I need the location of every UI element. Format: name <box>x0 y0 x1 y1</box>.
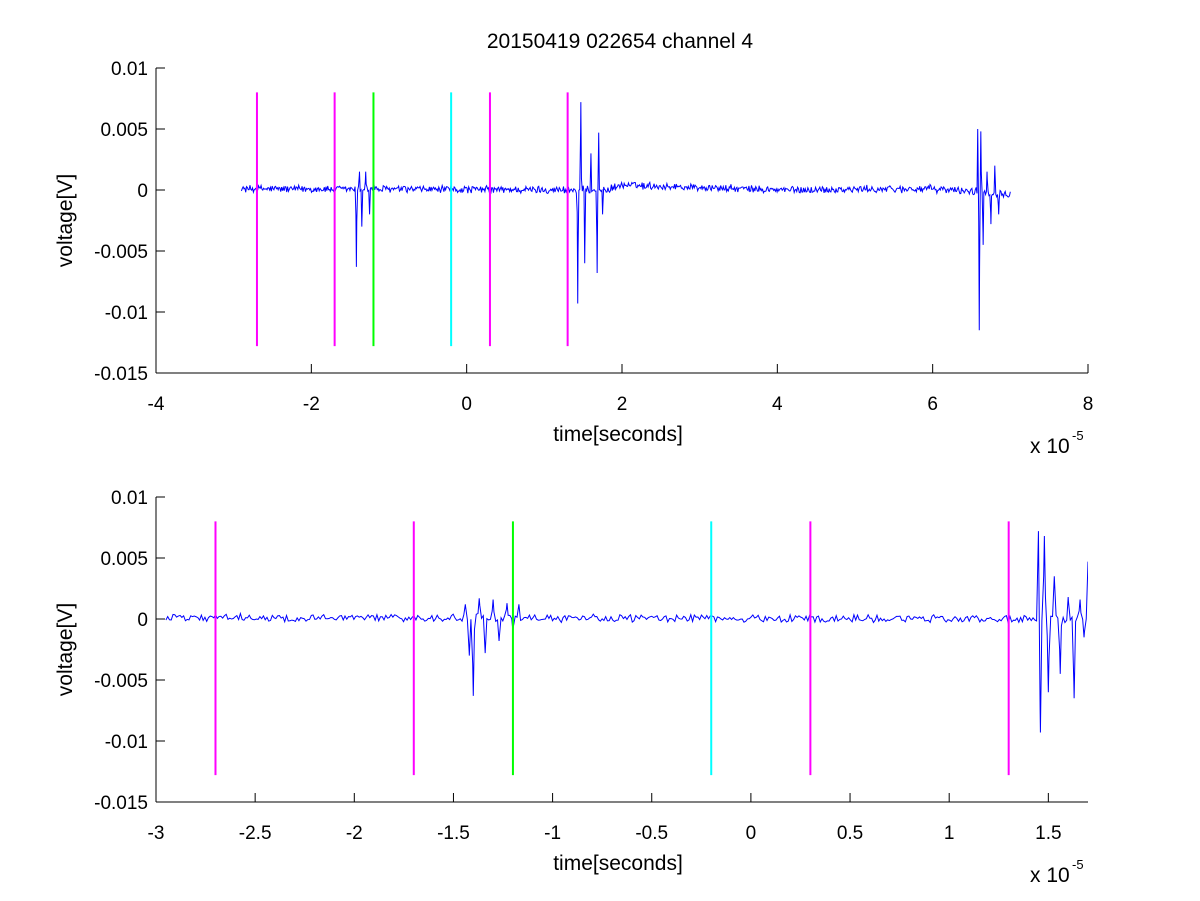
x-axis-label: time[seconds] <box>553 852 683 875</box>
x-tick-label: -2 <box>346 823 363 844</box>
y-tick-label: 0 <box>137 181 148 202</box>
signal-series-line <box>240 102 1011 331</box>
x-tick-label: 6 <box>927 394 938 415</box>
x-exponent-label: x 10 <box>1030 435 1070 458</box>
x-tick-label: 1.5 <box>1035 823 1061 844</box>
chart-title: 20150419 022654 channel 4 <box>487 30 754 53</box>
y-tick-label: -0.005 <box>94 242 148 263</box>
x-tick-label: -2.5 <box>239 823 272 844</box>
signal-series-line <box>165 531 1088 733</box>
x-exponent-power: -5 <box>1072 857 1084 872</box>
y-axis-label: voltage[V] <box>54 603 77 696</box>
y-tick-label: -0.015 <box>94 793 148 814</box>
x-tick-label: -3 <box>148 823 165 844</box>
y-tick-label: 0.005 <box>100 549 148 570</box>
y-tick-label: -0.01 <box>105 732 148 753</box>
x-tick-label: 0 <box>461 394 472 415</box>
y-tick-label: 0 <box>137 610 148 631</box>
x-tick-label: -4 <box>148 394 165 415</box>
x-exponent-power: -5 <box>1072 428 1084 443</box>
x-tick-label: -2 <box>303 394 320 415</box>
y-tick-label: -0.01 <box>105 303 148 324</box>
y-tick-label: 0.01 <box>111 59 148 80</box>
x-tick-label: 0 <box>746 823 757 844</box>
x-tick-label: -0.5 <box>635 823 668 844</box>
bottom-chart: 0.01 0.005 0 -0.005 -0.01 -0.015-3 -2.5 -2 -1.5 -… <box>54 488 1088 887</box>
y-tick-label: 0.01 <box>111 488 148 509</box>
y-axis-label: voltage[V] <box>54 174 77 267</box>
x-axis-label: time[seconds] <box>553 423 683 446</box>
x-tick-label: 2 <box>617 394 628 415</box>
x-tick-label: 1 <box>944 823 955 844</box>
top-chart: 0.01 0.005 0 -0.005 -0.01 -0.015-4 -2 0 2 4 6 8 time… <box>54 59 1093 458</box>
x-tick-label: -1.5 <box>437 823 470 844</box>
x-tick-label: 0.5 <box>837 823 863 844</box>
y-tick-label: -0.005 <box>94 671 148 692</box>
x-tick-label: 4 <box>772 394 783 415</box>
y-tick-label: -0.015 <box>94 364 148 385</box>
x-tick-label: 8 <box>1083 394 1094 415</box>
y-tick-label: 0.005 <box>100 120 148 141</box>
x-exponent-label: x 10 <box>1030 864 1070 887</box>
x-tick-label: -1 <box>544 823 561 844</box>
